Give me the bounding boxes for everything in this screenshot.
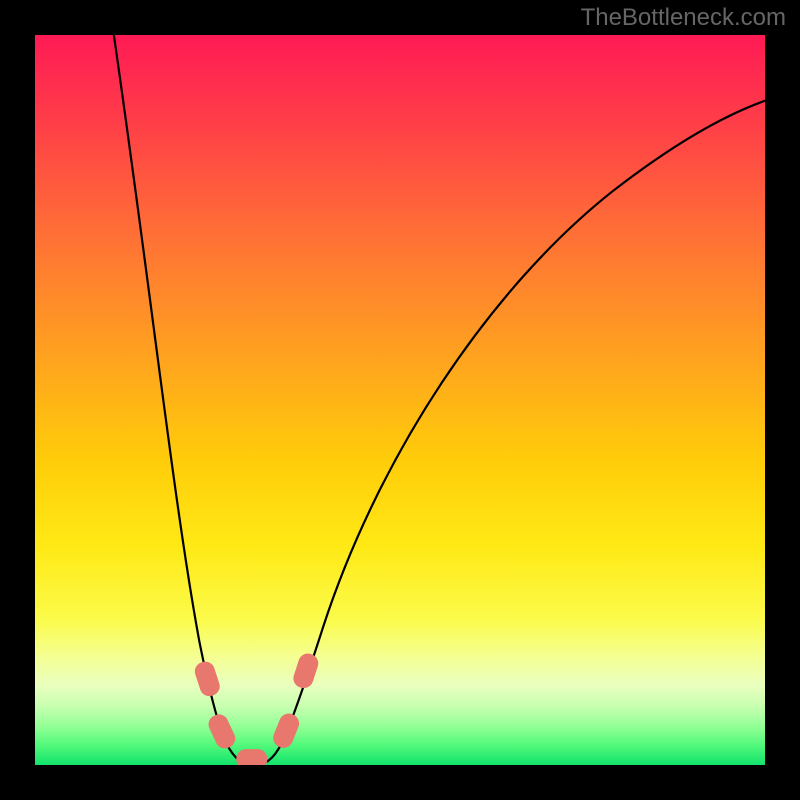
gradient-background bbox=[35, 35, 765, 765]
plot-area bbox=[35, 35, 765, 765]
watermark-text: TheBottleneck.com bbox=[581, 4, 786, 32]
chart-container: { "canvas": { "width": 800, "height": 80… bbox=[0, 0, 800, 800]
